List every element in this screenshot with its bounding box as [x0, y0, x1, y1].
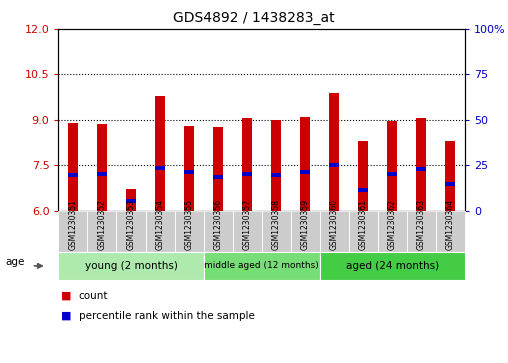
- Bar: [416, 118, 426, 211]
- Bar: [329, 163, 339, 167]
- Text: GSM1230364: GSM1230364: [446, 199, 455, 250]
- Bar: [300, 117, 310, 211]
- Text: GSM1230363: GSM1230363: [417, 199, 426, 250]
- Bar: [387, 121, 397, 211]
- Bar: [155, 95, 165, 211]
- Text: GSM1230356: GSM1230356: [213, 199, 223, 250]
- Text: GSM1230359: GSM1230359: [301, 199, 310, 250]
- Bar: [358, 141, 368, 211]
- Bar: [387, 172, 397, 176]
- Bar: [68, 123, 78, 211]
- Text: GSM1230352: GSM1230352: [98, 200, 107, 250]
- Text: GSM1230354: GSM1230354: [155, 199, 165, 250]
- Bar: [242, 118, 252, 211]
- Bar: [329, 93, 339, 211]
- Text: GSM1230362: GSM1230362: [388, 200, 397, 250]
- Bar: [97, 125, 107, 211]
- Text: young (2 months): young (2 months): [84, 261, 177, 271]
- Text: GSM1230360: GSM1230360: [330, 199, 339, 250]
- Text: age: age: [5, 257, 24, 267]
- Text: GSM1230355: GSM1230355: [184, 199, 194, 250]
- Bar: [68, 174, 78, 177]
- Bar: [213, 127, 223, 211]
- Text: GSM1230351: GSM1230351: [69, 200, 77, 250]
- Text: GSM1230358: GSM1230358: [272, 200, 280, 250]
- Bar: [126, 189, 136, 211]
- Bar: [242, 172, 252, 176]
- Bar: [271, 174, 281, 177]
- Text: count: count: [79, 291, 108, 301]
- Text: middle aged (12 months): middle aged (12 months): [204, 261, 319, 270]
- Bar: [184, 170, 194, 174]
- Bar: [445, 141, 455, 211]
- Text: GSM1230353: GSM1230353: [126, 199, 136, 250]
- Text: ■: ■: [61, 291, 72, 301]
- Text: GSM1230357: GSM1230357: [243, 199, 251, 250]
- Text: percentile rank within the sample: percentile rank within the sample: [79, 311, 255, 321]
- Text: aged (24 months): aged (24 months): [345, 261, 439, 271]
- Bar: [358, 188, 368, 192]
- Text: GDS4892 / 1438283_at: GDS4892 / 1438283_at: [173, 11, 335, 25]
- Bar: [184, 126, 194, 211]
- Bar: [445, 182, 455, 186]
- Bar: [416, 167, 426, 171]
- Bar: [97, 172, 107, 176]
- Text: ■: ■: [61, 311, 72, 321]
- Bar: [300, 170, 310, 174]
- Bar: [213, 175, 223, 179]
- Bar: [126, 199, 136, 203]
- Bar: [271, 120, 281, 211]
- Text: GSM1230361: GSM1230361: [359, 200, 368, 250]
- Bar: [155, 166, 165, 170]
